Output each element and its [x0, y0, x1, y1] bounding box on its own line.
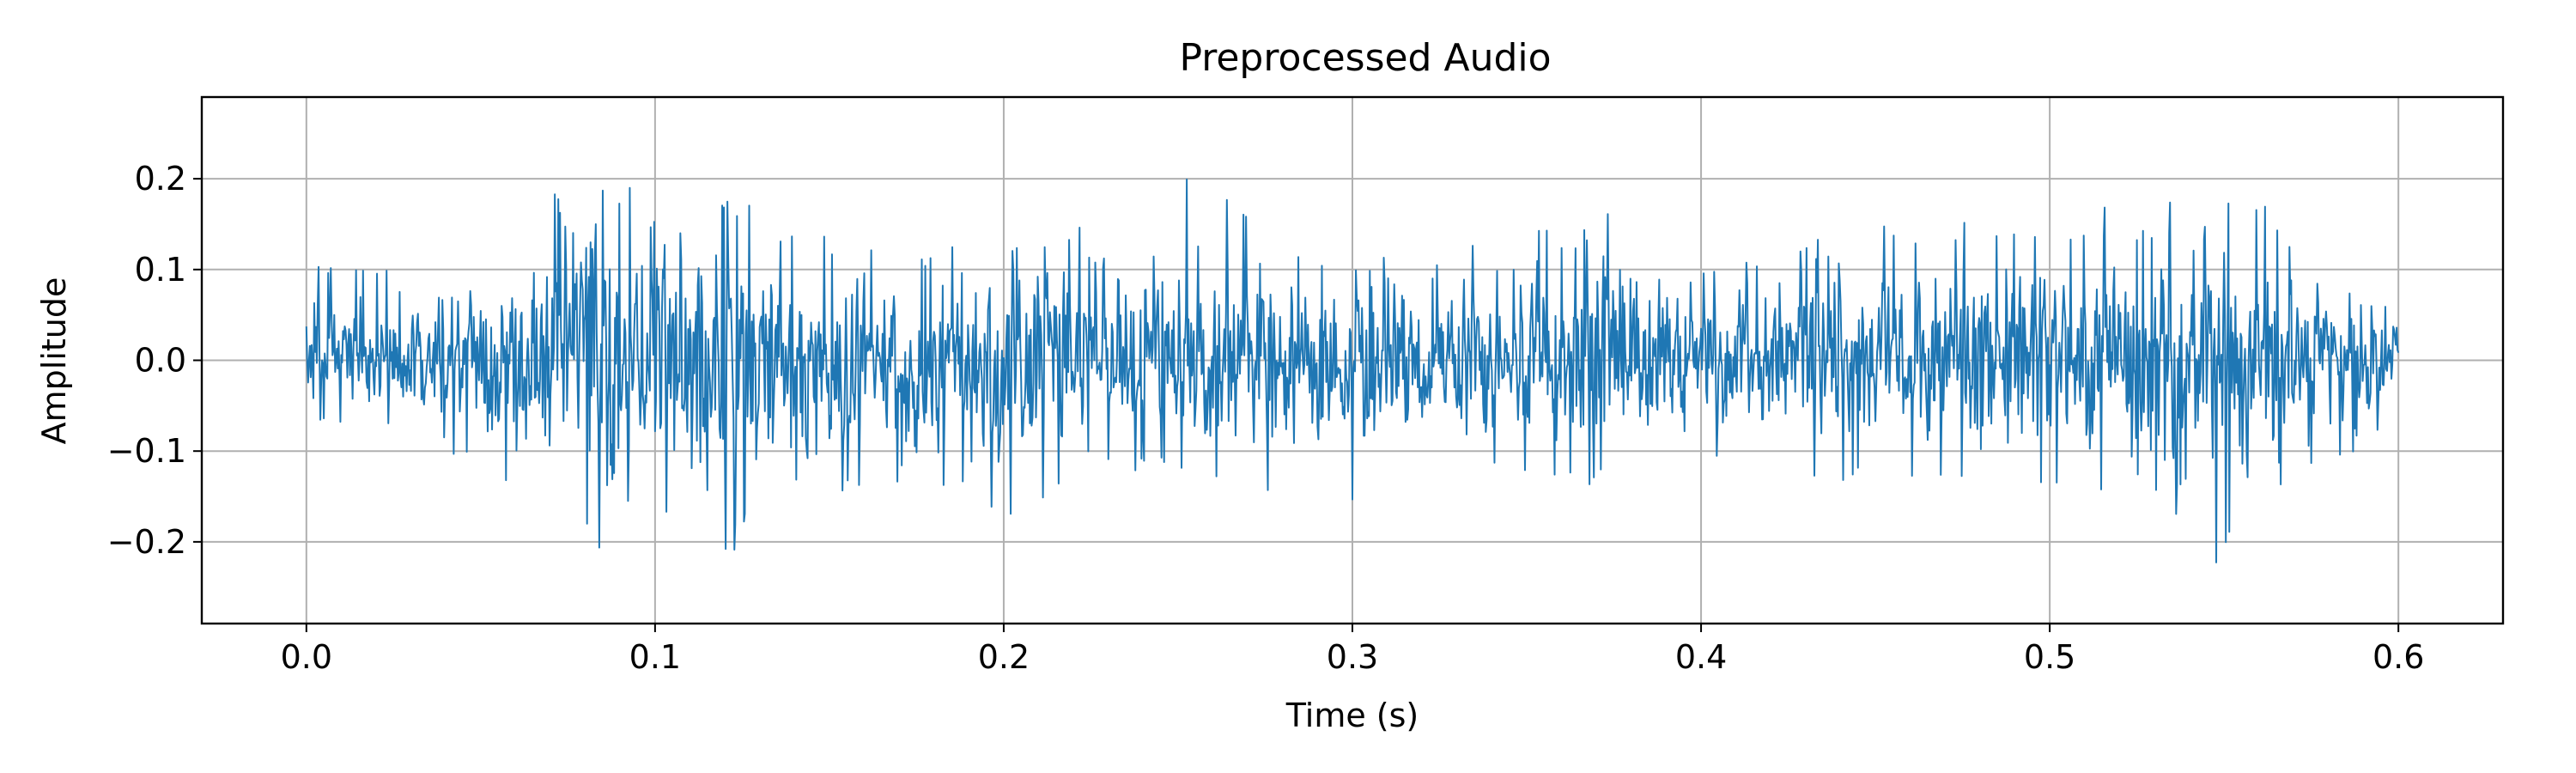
- y-tick-label: −0.2: [107, 523, 186, 561]
- x-tick-label: 0.3: [1327, 638, 1378, 676]
- x-axis-label: Time (s): [1285, 697, 1419, 734]
- y-tick-label: 0.0: [135, 342, 186, 380]
- x-tick-label: 0.0: [281, 638, 332, 676]
- y-tick-label: 0.2: [135, 160, 186, 198]
- x-tick-label: 0.4: [1675, 638, 1727, 676]
- y-axis-ticks: −0.2 −0.1 0.0 0.1 0.2: [107, 160, 202, 561]
- x-axis-ticks: 0.0 0.1 0.2 0.3 0.4 0.5 0.6: [281, 624, 2424, 676]
- x-tick-label: 0.5: [2024, 638, 2075, 676]
- series-layer: [305, 178, 2400, 563]
- series-line-preprocessed-audio: [305, 178, 2400, 563]
- x-tick-label: 0.6: [2372, 638, 2424, 676]
- x-tick-label: 0.2: [978, 638, 1030, 676]
- chart-title: Preprocessed Audio: [1179, 36, 1551, 80]
- y-tick-label: 0.1: [135, 251, 186, 289]
- x-tick-label: 0.1: [629, 638, 681, 676]
- y-axis-label: Amplitude: [35, 277, 73, 445]
- y-tick-label: −0.1: [107, 432, 186, 470]
